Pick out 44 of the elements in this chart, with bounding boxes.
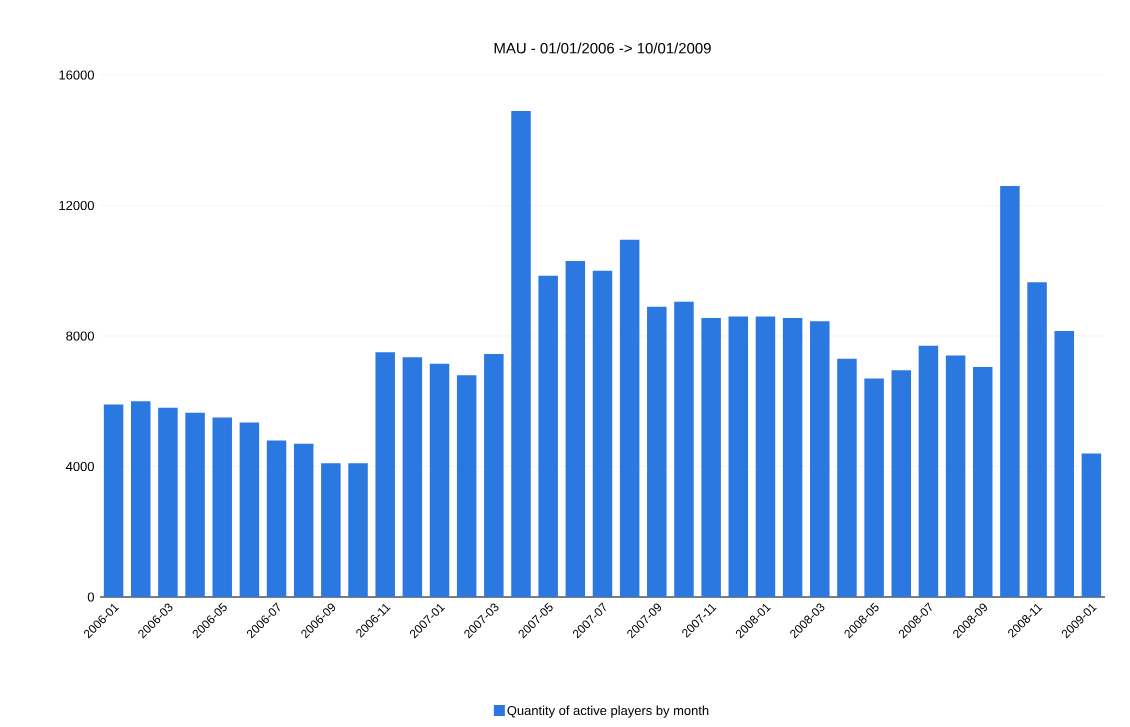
bar (918, 345, 939, 597)
bar (973, 366, 993, 597)
bar (945, 355, 966, 597)
bar (592, 270, 613, 597)
bar (782, 318, 803, 597)
bar (674, 301, 694, 597)
bar (810, 321, 830, 597)
y-tick-label: 0 (87, 592, 94, 602)
bar (1054, 331, 1074, 597)
bar (1027, 282, 1047, 597)
bar (701, 318, 721, 597)
y-tick-label: 16000 (59, 70, 94, 80)
bar (837, 358, 857, 597)
bar (429, 363, 450, 597)
chart-title: MAU - 01/01/2006 -> 10/01/2009 (494, 42, 711, 54)
bar (103, 404, 124, 597)
bar (1081, 453, 1102, 597)
bar (185, 412, 205, 597)
bar (755, 316, 776, 597)
bar (484, 353, 504, 597)
bar (348, 463, 368, 597)
bar (266, 440, 287, 597)
bar (456, 375, 477, 597)
bar (402, 357, 423, 597)
y-tick-label: 8000 (66, 331, 94, 341)
bar (212, 417, 232, 597)
bar (864, 378, 884, 597)
bar (321, 463, 341, 597)
y-tick-label: 12000 (59, 200, 94, 211)
bar (538, 275, 558, 597)
bar (239, 422, 260, 597)
bar (728, 316, 749, 597)
bar (293, 443, 314, 597)
bar (511, 110, 531, 597)
bar (565, 260, 586, 597)
bar (375, 352, 395, 597)
bar (1000, 185, 1020, 597)
bar (158, 407, 178, 597)
legend-label: Quantity of active players by month (507, 705, 709, 718)
bar (647, 306, 667, 597)
bar (130, 401, 151, 597)
bar (619, 239, 640, 597)
bar (891, 370, 912, 597)
y-tick-label: 4000 (65, 461, 94, 472)
